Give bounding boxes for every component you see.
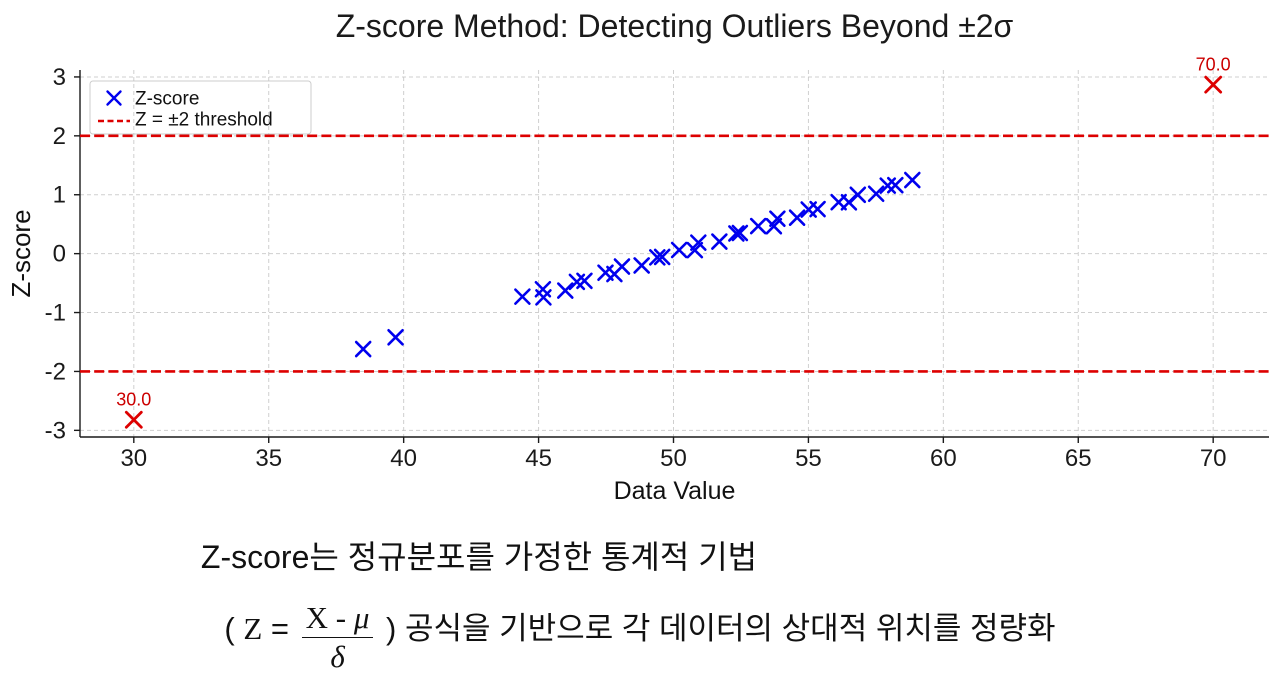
svg-text:2: 2 [53, 123, 66, 150]
svg-text:-1: -1 [45, 300, 66, 327]
svg-text:1: 1 [53, 182, 66, 209]
svg-text:55: 55 [795, 445, 822, 472]
svg-text:35: 35 [255, 445, 282, 472]
svg-text:40: 40 [390, 445, 417, 472]
svg-text:45: 45 [525, 445, 552, 472]
svg-text:65: 65 [1065, 445, 1092, 472]
svg-text:Z-score: Z-score [6, 209, 36, 297]
svg-text:Data Value: Data Value [614, 477, 736, 505]
svg-text:70: 70 [1200, 445, 1227, 472]
svg-text:3: 3 [53, 64, 66, 91]
svg-text:-2: -2 [45, 358, 66, 385]
svg-text:Z-score: Z-score [135, 89, 199, 110]
svg-text:30.0: 30.0 [116, 390, 151, 410]
svg-text:60: 60 [930, 445, 957, 472]
svg-text:30: 30 [120, 445, 147, 472]
svg-text:70.0: 70.0 [1196, 55, 1231, 75]
svg-text:Z = ±2 threshold: Z = ±2 threshold [135, 110, 273, 131]
svg-text:0: 0 [53, 241, 66, 268]
svg-text:50: 50 [660, 445, 687, 472]
svg-text:-3: -3 [45, 417, 66, 444]
